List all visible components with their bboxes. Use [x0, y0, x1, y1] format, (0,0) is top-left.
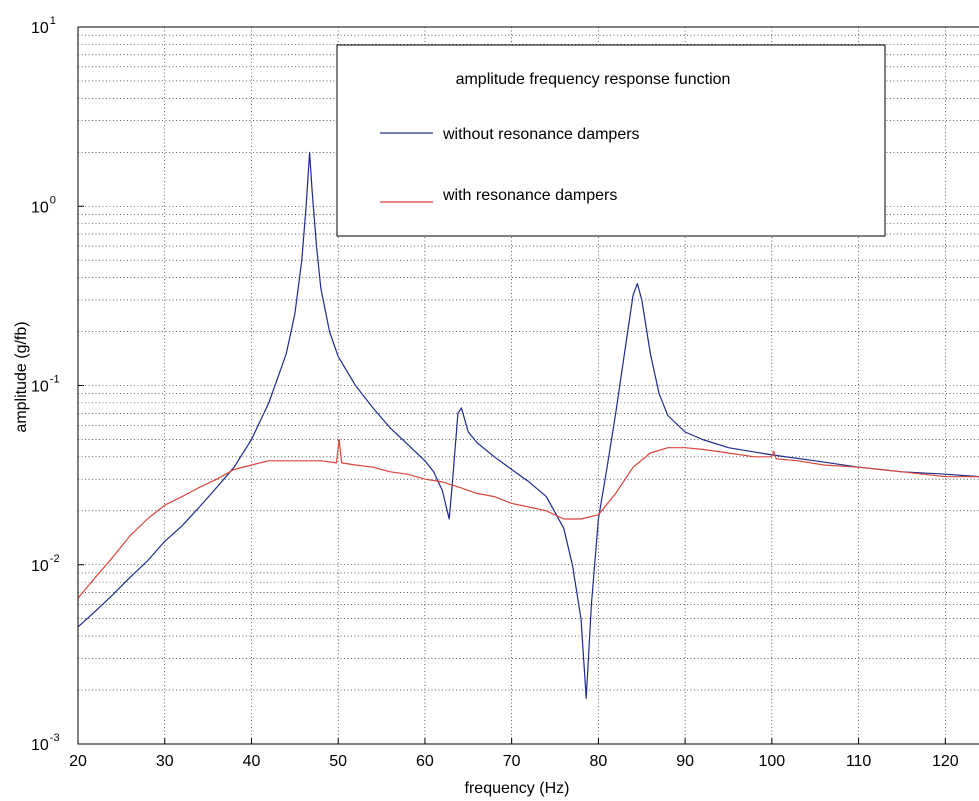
x-tick-label: 120 [932, 753, 959, 770]
tick-labels: 20 30 40 50 60 70 80 90 100 110 12010110010-110-21… [31, 15, 959, 770]
y-tick-exponent: -3 [50, 732, 60, 744]
x-tick-label: 110 [846, 753, 872, 770]
x-tick-label: 40 [243, 753, 261, 770]
y-axis-label: amplitude (g/fb) [13, 321, 30, 432]
legend-label-without-dampers: without resonance dampers [442, 126, 640, 143]
x-axis-label: frequency (Hz) [465, 780, 570, 797]
plot-frame [77, 26, 979, 745]
legend-box [336, 44, 886, 237]
x-tick-label: 70 [503, 753, 521, 770]
y-tick-exponent: -2 [50, 553, 60, 565]
x-tick-label: 100 [758, 753, 785, 770]
y-tick-exponent: -1 [50, 374, 60, 386]
y-tick-exponent: 1 [50, 15, 56, 27]
x-tick-label: 30 [156, 753, 174, 770]
x-tick-label: 90 [676, 753, 694, 770]
x-tick-label: 50 [329, 753, 347, 770]
x-tick-label: 20 [69, 753, 87, 770]
x-tick-label: 80 [589, 753, 607, 770]
x-tick-label: 60 [416, 753, 434, 770]
legend-label-with-dampers: with resonance dampers [442, 187, 617, 204]
legend: amplitude frequency response function wi… [336, 44, 886, 237]
series-line-0 [77, 151, 979, 699]
legend-title: amplitude frequency response function [456, 71, 731, 88]
series-lines [77, 151, 979, 699]
series-line-1 [77, 438, 979, 599]
y-tick-exponent: 0 [50, 194, 56, 206]
